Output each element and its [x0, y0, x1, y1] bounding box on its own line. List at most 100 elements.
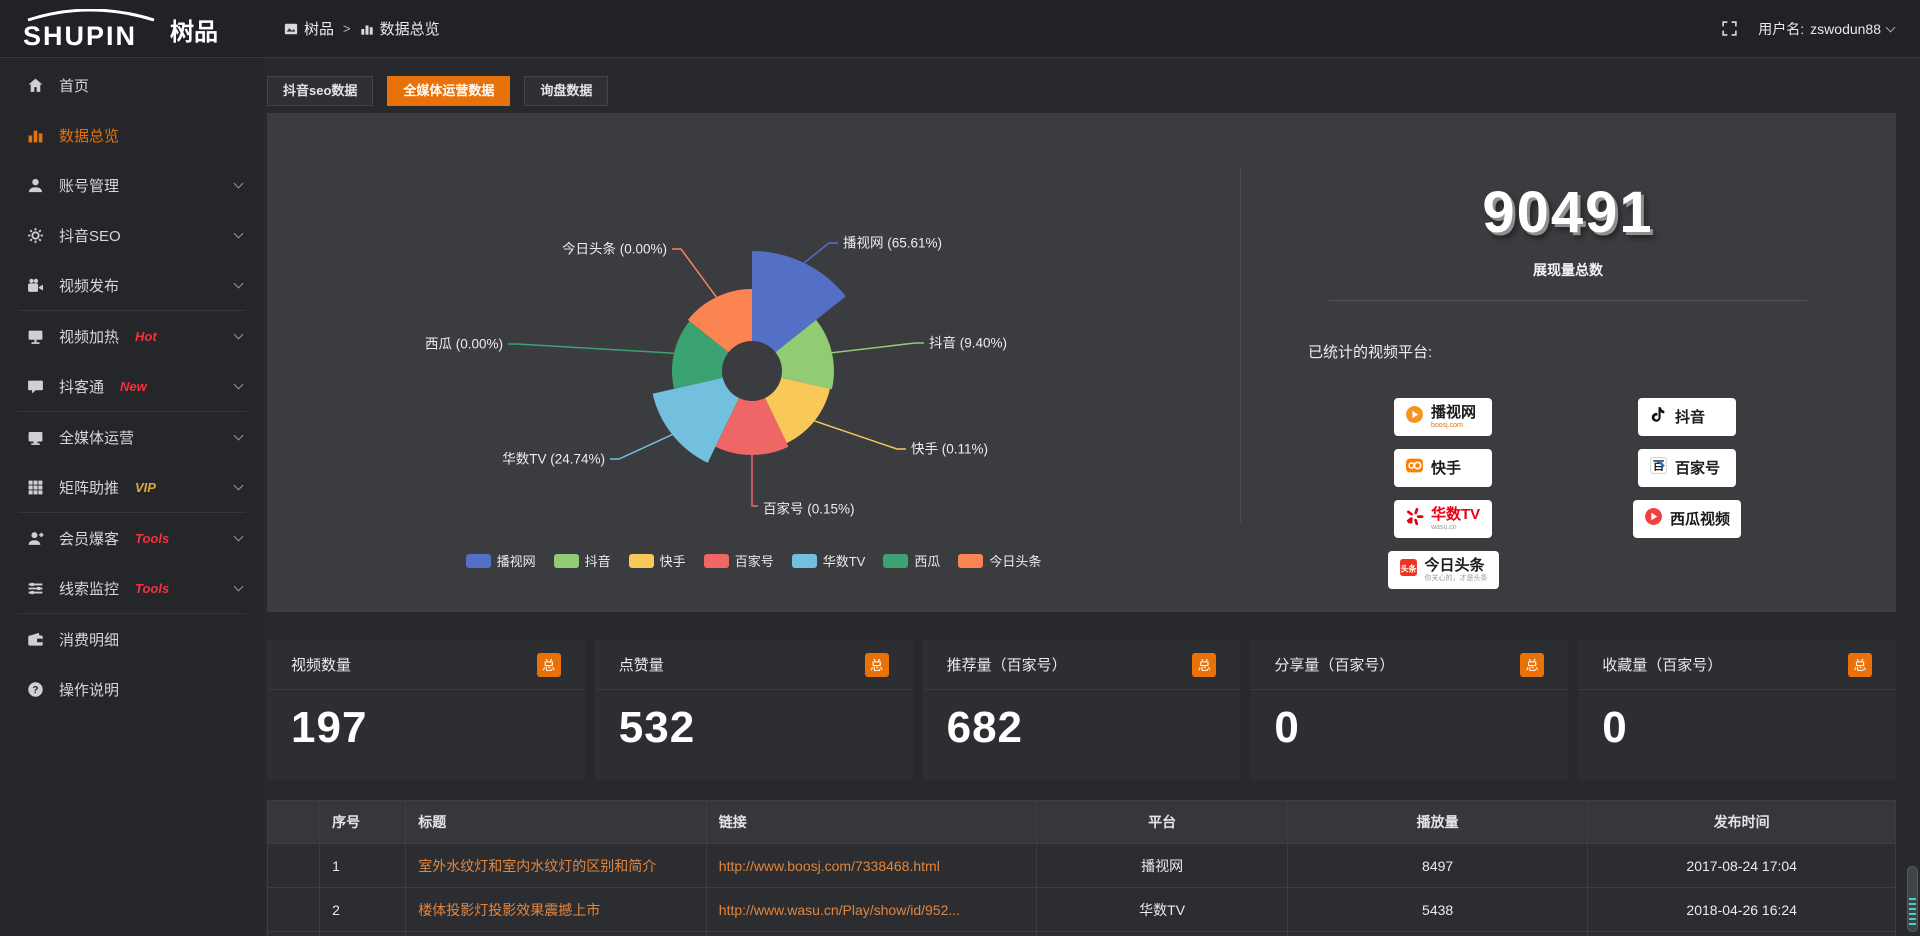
chevron-down-icon [233, 531, 244, 541]
pie-slice-kuaishou[interactable] [765, 377, 830, 444]
stat-card-value: 682 [946, 703, 1024, 752]
breadcrumb: 树品 > 数据总览 [284, 18, 440, 39]
row-platform-cell: 播视网 [1036, 843, 1288, 888]
legend-label: 今日头条 [989, 554, 1042, 569]
summary-panel: 90491 展现量总数 已统计的视频平台: 播视网 boosj.com 快手 华数TV… [1240, 113, 1896, 612]
grid-icon [26, 478, 45, 497]
breadcrumb-item-home[interactable]: 树品 [284, 18, 334, 39]
sidebar-item-media-operation[interactable]: 全媒体运营 [0, 412, 264, 462]
pie-slice-toutiao[interactable] [687, 289, 752, 353]
row-time-cell: 2018-04-26 16:24 [1587, 887, 1896, 932]
tab-inquiry-data[interactable]: 询盘数据 [524, 76, 609, 106]
logo-text-en: SHUPIN [23, 21, 137, 49]
breadcrumb-separator: > [343, 21, 351, 36]
fullscreen-icon[interactable] [1721, 20, 1738, 37]
sidebar-item-consume-detail[interactable]: 消费明细 [0, 614, 264, 664]
sidebar-item-label: 抖音SEO [59, 227, 121, 245]
stat-card-total-badge: 总 [1847, 652, 1872, 677]
chevron-down-icon [233, 329, 244, 339]
pie-slice-baijiahao[interactable] [715, 398, 789, 455]
stat-card-total-badge: 总 [1192, 652, 1217, 677]
pie-label-boosj: 播视网 (65.61%) [843, 236, 942, 251]
chart-legend: 播视网 抖音 快手 百家号 华数TV 西瓜 今日头条 [267, 551, 1240, 570]
chart-panel: 播视网 (65.61%) 抖音 (9.40%) 快手 (0.11%) 百家号 (0.1… [267, 113, 1896, 612]
logo-text-cn: 树品 [170, 18, 218, 46]
legend-label: 百家号 [734, 554, 774, 569]
platform-badge-wasu: 华数TV wasu.cn [1394, 500, 1492, 538]
legend-item-boosj[interactable]: 播视网 [465, 551, 536, 570]
column-header-4: 平台 [1036, 800, 1288, 844]
video-title-link[interactable]: 室外水纹灯和室内水纹灯的区别和简介 [418, 857, 657, 874]
chevron-down-icon [233, 228, 244, 238]
legend-item-toutiao[interactable]: 今日头条 [958, 551, 1041, 570]
stat-card-value: 197 [291, 703, 368, 752]
platform-badge-xigua: 西瓜视频 [1632, 500, 1741, 538]
video-url-link[interactable]: http://www.wasu.cn/Play/show/id/952... [718, 901, 961, 918]
sidebar-item-matrix-boost[interactable]: 矩阵助推 VIP [0, 462, 264, 512]
sidebar-item-account-manage[interactable]: 账号管理 [0, 160, 264, 210]
table-row: 2 楼体投影灯投影效果震撼上市 http://www.wasu.cn/Play/sh… [266, 887, 1896, 932]
legend-item-kuaishou[interactable]: 快手 [628, 551, 686, 570]
user-menu[interactable]: 用户名: zswodun88 [1758, 19, 1896, 39]
boosj-logo-icon [1405, 405, 1424, 429]
legend-item-douyin[interactable]: 抖音 [553, 551, 611, 570]
svg-text:头条: 头条 [1400, 563, 1416, 573]
sidebar-item-operation-guide[interactable]: ? 操作说明 [0, 664, 264, 714]
gear-icon [26, 226, 45, 245]
legend-item-baijiahao[interactable]: 百家号 [703, 551, 774, 570]
camera-icon [26, 276, 45, 295]
stat-card-header: 分享量（百家号） 总 [1250, 640, 1569, 690]
row-checkbox-cell [266, 931, 321, 936]
sidebar-item-member-burst[interactable]: 会员爆客 Tools [0, 513, 264, 563]
tab-douyin-seo-data[interactable]: 抖音seo数据 [267, 76, 374, 106]
table-row: 1 室外水纹灯和室内水纹灯的区别和简介 http://www.boosj.com/7… [266, 843, 1896, 888]
stat-card-title: 收藏量（百家号） [1602, 657, 1723, 674]
platform-name: 西瓜视频 [1669, 510, 1730, 528]
sidebar-item-tag: Tools [135, 580, 170, 596]
sidebar-item-label: 抖客通 [59, 378, 105, 396]
sliders-icon [26, 579, 45, 598]
platform-subtext: boosj.com [1431, 422, 1463, 429]
stat-card-header: 推荐量（百家号） 总 [922, 640, 1241, 690]
data-tabs: 抖音seo数据 全媒体运营数据 询盘数据 [267, 76, 609, 106]
platform-text: 百家号 [1675, 461, 1720, 476]
legend-label: 播视网 [496, 554, 536, 569]
sidebar-item-video-heat[interactable]: 视频加热 Hot [0, 311, 264, 361]
legend-item-xigua[interactable]: 西瓜 [883, 551, 940, 570]
video-title-link[interactable]: 楼体投影灯投影效果震撼上市 [418, 901, 601, 918]
pie-slice-xigua[interactable] [672, 321, 729, 389]
monitor-icon [26, 327, 45, 346]
pie-label-line-boosj [803, 242, 838, 264]
breadcrumb-item-data-overview[interactable]: 数据总览 [360, 18, 440, 39]
breadcrumb-label: 树品 [304, 21, 335, 38]
stat-card-title: 点赞量 [618, 657, 664, 674]
home-icon [26, 76, 45, 95]
row-empty-cell [1587, 931, 1896, 936]
sidebar-item-label: 首页 [59, 77, 90, 95]
pie-slice-wasu[interactable] [652, 377, 739, 463]
video-url-link[interactable]: http://www.boosj.com/7338468.html [718, 857, 940, 874]
tab-media-operation-data[interactable]: 全媒体运营数据 [387, 76, 511, 106]
platform-name: 华数TV [1431, 506, 1481, 523]
pie-label-line-baijiahao [751, 455, 758, 507]
sidebar-item-douketong[interactable]: 抖客通 New [0, 361, 264, 411]
sidebar-item-home[interactable]: 首页 [0, 60, 264, 110]
legend-item-wasu[interactable]: 华数TV [791, 551, 865, 570]
platform-text: 今日头条 你关心的，才是头条 [1425, 558, 1488, 582]
question-icon: ? [26, 680, 45, 699]
chevron-down-icon [233, 379, 244, 389]
platform-name: 抖音 [1675, 408, 1706, 426]
chevron-down-icon [233, 581, 244, 591]
sidebar-item-label: 线索监控 [59, 580, 120, 598]
username-label: 用户名: [1758, 20, 1805, 37]
platform-badge-douyin: 抖音 [1638, 398, 1736, 436]
sidebar-item-data-overview[interactable]: 数据总览 [0, 110, 264, 160]
sidebar-item-clue-monitor[interactable]: 线索监控 Tools [0, 563, 264, 613]
sidebar-item-douyin-seo[interactable]: 抖音SEO [0, 210, 264, 260]
column-header-1: 序号 [319, 800, 407, 844]
pie-slice-boosj[interactable] [752, 251, 846, 353]
platform-subtext: wasu.cn [1431, 524, 1457, 531]
rose-pie-chart: 播视网 (65.61%) 抖音 (9.40%) 快手 (0.11%) 百家号 (0.1… [425, 236, 1007, 517]
pie-slice-douyin[interactable] [775, 319, 834, 390]
sidebar-item-video-publish[interactable]: 视频发布 [0, 260, 264, 310]
